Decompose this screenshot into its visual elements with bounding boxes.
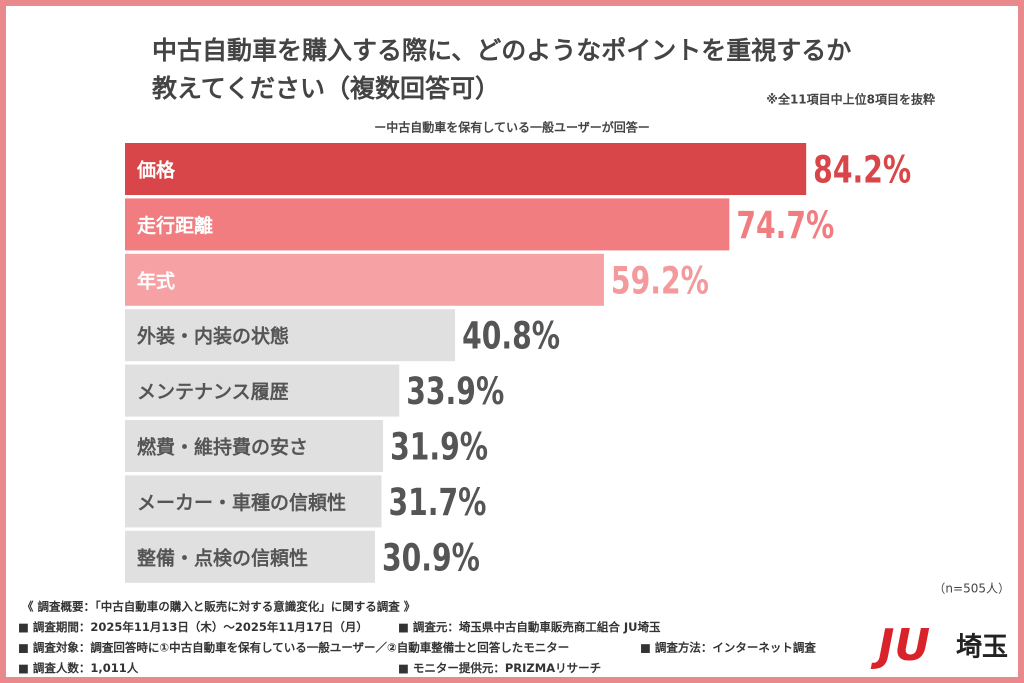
subtitle: ー中古自動車を保有している一般ユーザーが回答ー: [374, 120, 649, 135]
value-label: 30.9%: [382, 536, 480, 579]
note: ※全11項目中上位8項目を抜粋: [766, 92, 935, 107]
footer-text: ■ 調査方法：インターネット調査: [640, 641, 816, 655]
category-label: メンテナンス履歴: [137, 381, 289, 403]
category-label: 外装・内装の状態: [137, 325, 289, 348]
footer-text: 《 調査概要：「中古自動車の購入と販売に対する意識変化」に関する調査 》: [22, 600, 415, 614]
bar: [125, 364, 400, 417]
category-label: 走行距離: [137, 214, 213, 237]
bar: [125, 309, 456, 362]
value-label: 59.2%: [611, 259, 709, 302]
category-label: 整備・点検の信頼性: [137, 546, 308, 569]
value-label: 33.9%: [406, 370, 504, 413]
bar: [125, 253, 604, 306]
footer-text: ■ モニター提供元：PRIZMAリサーチ: [398, 661, 601, 675]
chart-title: 教えてください（複数回答可）: [152, 74, 500, 103]
bar: [125, 143, 807, 195]
category-label: 価格: [136, 159, 176, 182]
footer-text: ■ 調査人数：1,011人: [18, 661, 139, 675]
footer-text: ■ 調査期間：2025年11月13日（木）～2025年11月17日（月）: [18, 620, 368, 634]
logo-mark: JU: [870, 620, 930, 671]
chart-title: 中古自動車を購入する際に、どのようなポイントを重視するか: [152, 36, 851, 65]
value-label: 74.7%: [736, 204, 834, 247]
logo-text: 埼玉: [956, 633, 1008, 663]
footer-text: ■ 調査対象：調査回答時に①中古自動車を保有している一般ユーザー／②自動車整備士…: [18, 641, 569, 655]
category-label: メーカー・車種の信頼性: [137, 491, 346, 514]
value-label: 84.2%: [813, 149, 911, 192]
sample-size: （n=505人）: [933, 582, 1010, 596]
bar: [125, 420, 384, 472]
category-label: 燃費・維持費の安さ: [137, 436, 308, 459]
footer-text: ■ 調査元：埼玉県中古自動車販売商工組合 JU埼玉: [398, 620, 661, 634]
value-label: 31.9%: [390, 426, 488, 469]
bar: [125, 198, 730, 251]
category-label: 年式: [137, 269, 175, 292]
bar: [125, 530, 375, 583]
value-label: 40.8%: [462, 315, 560, 358]
value-label: 31.7%: [388, 481, 486, 524]
bar: [125, 475, 382, 528]
